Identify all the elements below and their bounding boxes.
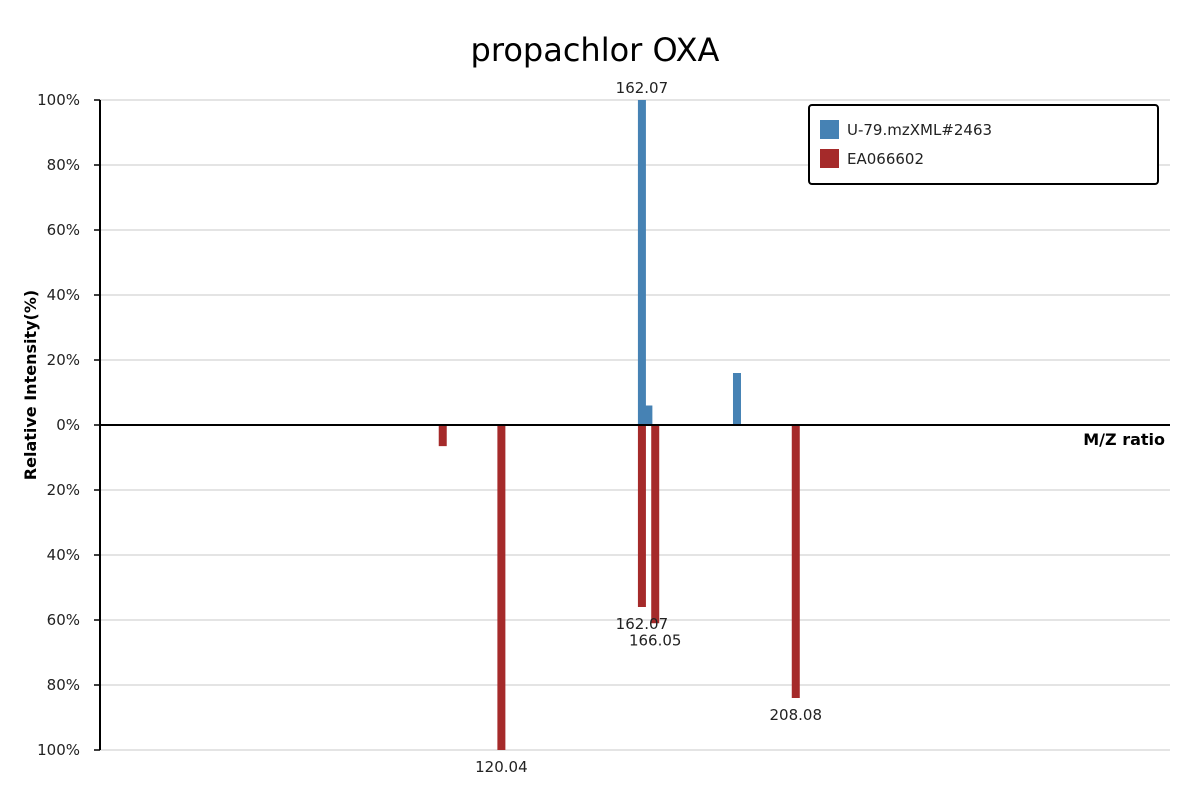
legend-swatch xyxy=(820,120,839,139)
y-tick-label: 80% xyxy=(47,156,80,174)
peak-label: 208.08 xyxy=(770,706,823,724)
legend-label: U-79.mzXML#2463 xyxy=(847,121,992,139)
y-axis-title: Relative Intensity(%) xyxy=(21,290,40,480)
peak-bar-sample xyxy=(644,405,653,425)
y-tick-label: 20% xyxy=(47,481,80,499)
y-tick-label: 60% xyxy=(47,221,80,239)
peak-bars xyxy=(438,100,800,750)
peak-bar-sample xyxy=(732,373,741,425)
peak-bar-reference xyxy=(651,425,660,624)
x-axis-title: M/Z ratio xyxy=(1083,430,1165,449)
y-tick-label: 40% xyxy=(47,546,80,564)
peak-bar-reference xyxy=(438,425,447,447)
y-tick-labels: 100% 80% 60% 40% 20% 0% 20% 40% 60% 80% 100% xyxy=(37,91,100,759)
peak-label: 120.04 xyxy=(475,758,528,776)
peak-bar-sample xyxy=(637,100,646,425)
peak-label: 162.07 xyxy=(616,615,669,633)
y-tick-label: 40% xyxy=(47,286,80,304)
legend-box xyxy=(808,104,1159,185)
y-tick-label: 0% xyxy=(56,416,80,434)
legend-label: EA066602 xyxy=(847,150,924,168)
y-tick-label: 100% xyxy=(37,741,80,759)
legend-swatch xyxy=(820,149,839,168)
y-tick-label: 100% xyxy=(37,91,80,109)
y-tick-label: 20% xyxy=(47,351,80,369)
y-tick-label: 80% xyxy=(47,676,80,694)
peak-bar-reference xyxy=(497,425,506,750)
peak-bar-reference xyxy=(637,425,646,607)
peak-label: 166.05 xyxy=(629,631,682,649)
y-tick-label: 60% xyxy=(47,611,80,629)
peak-label: 162.07 xyxy=(616,79,669,97)
peak-bar-reference xyxy=(791,425,800,698)
gridlines xyxy=(100,99,1170,751)
chart-title: propachlor OXA xyxy=(471,31,720,69)
legend: U-79.mzXML#2463 EA066602 xyxy=(808,104,1159,185)
